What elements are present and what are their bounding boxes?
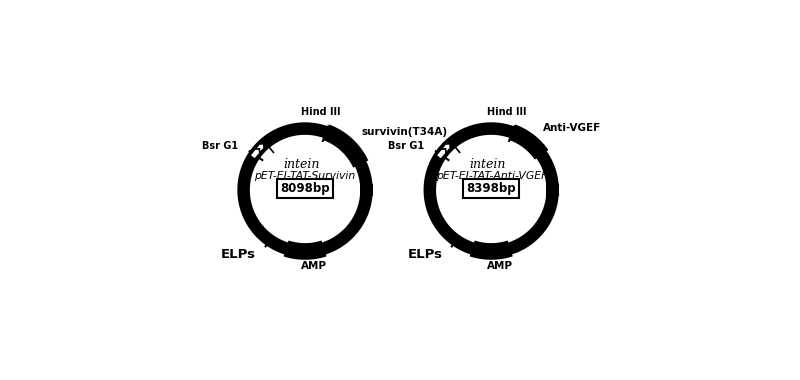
FancyArrow shape	[250, 149, 260, 159]
Text: AMP: AMP	[301, 261, 327, 271]
Text: intein: intein	[470, 158, 506, 171]
Text: ELPs: ELPs	[222, 248, 256, 261]
Text: survivin(T34A): survivin(T34A)	[362, 127, 448, 137]
Text: Bsr G1: Bsr G1	[202, 141, 238, 151]
Text: pET-EI-TAT-Anti-VGEF: pET-EI-TAT-Anti-VGEF	[435, 171, 547, 182]
FancyArrow shape	[436, 149, 446, 159]
Text: Hind III: Hind III	[487, 107, 526, 117]
Text: AMP: AMP	[487, 261, 514, 271]
FancyArrow shape	[254, 144, 264, 154]
Text: intein: intein	[283, 158, 320, 171]
Text: Anti-VGEF: Anti-VGEF	[543, 123, 601, 133]
Text: Hind III: Hind III	[301, 107, 340, 117]
Text: ELPs: ELPs	[407, 248, 442, 261]
Text: 8098bp: 8098bp	[280, 182, 330, 195]
FancyArrow shape	[440, 144, 450, 154]
Text: 8398bp: 8398bp	[466, 182, 516, 195]
Text: Bsr G1: Bsr G1	[389, 141, 425, 151]
Text: pET-EI-TAT-Survivin: pET-EI-TAT-Survivin	[254, 171, 356, 182]
